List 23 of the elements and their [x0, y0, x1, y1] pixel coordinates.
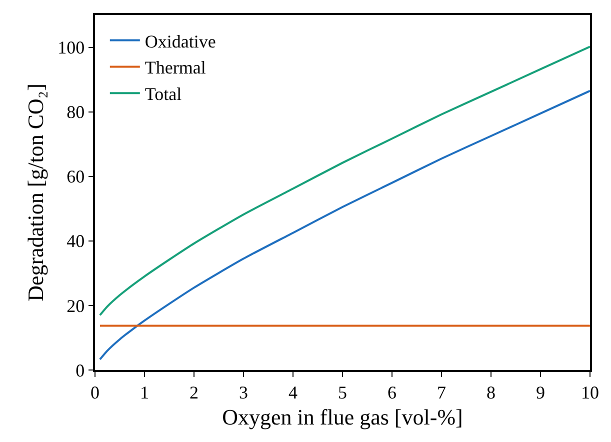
x-tick-label: 8 — [486, 382, 496, 402]
x-tick-label: 9 — [536, 382, 545, 402]
y-tick-label: 60 — [66, 166, 85, 187]
x-tick-label: 4 — [288, 382, 298, 402]
x-tick-label: 2 — [190, 382, 198, 402]
line-series — [98, 90, 590, 360]
x-tick-label: 6 — [388, 382, 396, 402]
x-tick-label: 5 — [338, 382, 347, 402]
y-tick-label: 0 — [76, 360, 85, 380]
x-tick-label: 3 — [239, 382, 248, 402]
y-tick-label: 80 — [66, 102, 85, 122]
legend-label: Total — [144, 84, 182, 104]
y-tick-label: 40 — [66, 231, 85, 252]
x-tick-label: 1 — [140, 382, 149, 402]
x-tick-label: 0 — [90, 382, 100, 402]
y-tick-label: 100 — [58, 38, 85, 58]
x-tick-label: 7 — [437, 382, 446, 402]
legend-label: Thermal — [144, 58, 206, 78]
x-axis-title: Oxygen in flue gas [vol-%] — [222, 404, 463, 430]
legend-label: Oxidative — [144, 31, 216, 52]
y-axis-title: Degradation [g/ton CO₂] — [22, 84, 48, 302]
x-tick-label: 10 — [581, 382, 599, 402]
y-tick-label: 20 — [66, 296, 85, 316]
